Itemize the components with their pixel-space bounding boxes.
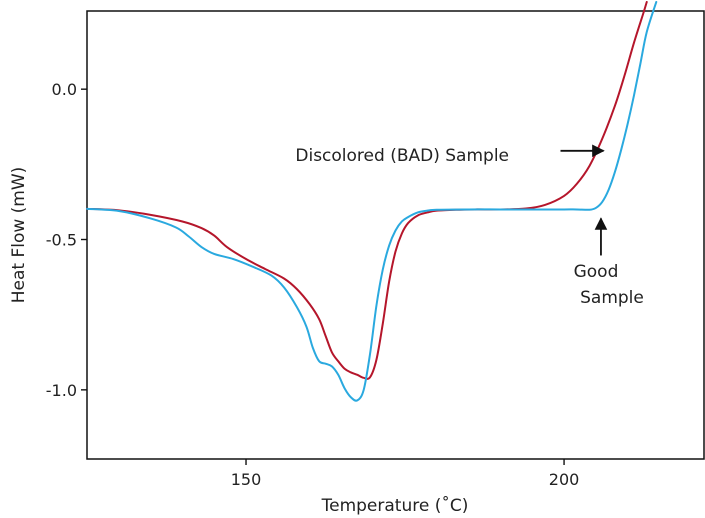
y-tick-label: -0.5 [46, 231, 77, 250]
series-line-1 [86, 0, 648, 380]
x-tick-label: 150 [231, 470, 262, 489]
series-line-2 [86, 0, 658, 402]
annotation-good-sample-label-line1: Good [574, 262, 619, 282]
tick-layer: 150 200 0.0 -0.5 -1.0 [46, 80, 580, 489]
annotation-bad-sample-label: Discolored (BAD) Sample [295, 146, 509, 166]
y-tick-label: 0.0 [52, 80, 77, 99]
x-tick-label: 200 [549, 470, 580, 489]
x-axis-title: Temperature (˚C) [321, 495, 469, 516]
series-layer [86, 0, 658, 402]
annotation-bad-sample: Discolored (BAD) Sample [295, 144, 605, 166]
y-axis-title: Heat Flow (mW) [9, 167, 29, 304]
plot-frame [86, 10, 705, 460]
annotation-good-sample: Good Sample [574, 217, 644, 308]
annotation-good-sample-label-line2: Sample [580, 288, 644, 308]
y-tick-label: -1.0 [46, 381, 77, 400]
